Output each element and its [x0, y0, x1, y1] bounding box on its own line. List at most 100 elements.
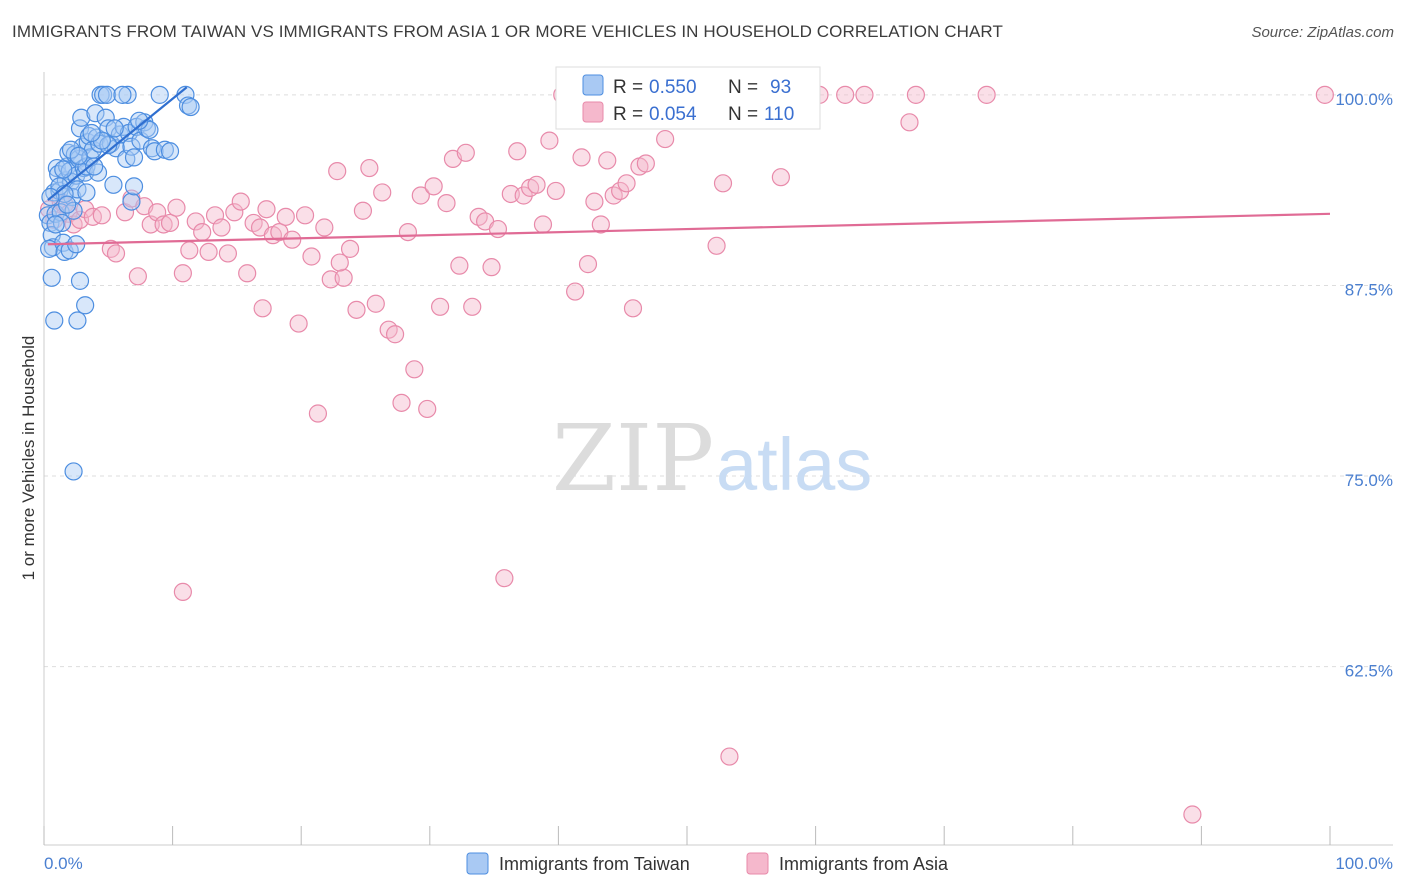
legend-r-label-taiwan: R =	[613, 77, 643, 98]
point-asia	[585, 192, 604, 211]
point-asia	[315, 218, 334, 237]
point-asia	[173, 582, 192, 602]
point-asia	[193, 222, 212, 242]
point-taiwan	[86, 104, 105, 123]
point-asia	[302, 247, 321, 266]
y-axis-label: 1 or more Vehicles in Household	[19, 336, 38, 581]
point-taiwan	[160, 142, 180, 161]
point-asia	[456, 143, 475, 162]
legend-n-label-asia: N =	[728, 104, 758, 125]
point-asia	[392, 393, 411, 412]
point-asia	[623, 299, 643, 318]
point-asia	[330, 253, 349, 272]
point-asia	[334, 268, 353, 287]
point-asia	[713, 174, 733, 193]
point-asia	[617, 174, 636, 193]
point-asia	[173, 264, 192, 283]
legend-n-value-asia: 110	[764, 104, 794, 125]
legend-r-value-taiwan: 0.550	[649, 77, 697, 98]
source-label: Source: ZipAtlas.com	[1251, 24, 1394, 41]
point-asia	[855, 85, 874, 104]
point-asia	[771, 168, 790, 187]
point-asia	[186, 212, 205, 231]
point-asia	[540, 131, 559, 150]
point-asia	[238, 264, 257, 283]
point-asia	[328, 162, 347, 181]
point-asia	[128, 267, 147, 286]
point-asia	[656, 129, 675, 149]
bottom-legend: Immigrants from Taiwan Immigrants from A…	[466, 852, 949, 875]
point-taiwan	[70, 271, 90, 290]
point-asia	[463, 297, 482, 316]
point-asia	[308, 404, 328, 423]
point-asia	[347, 300, 366, 319]
point-asia	[276, 207, 295, 226]
point-asia	[398, 222, 418, 242]
chart-title: IMMIGRANTS FROM TAIWAN VS IMMIGRANTS FRO…	[12, 22, 1003, 41]
bottom-legend-label-taiwan: Immigrants from Taiwan	[499, 854, 690, 874]
point-asia	[566, 282, 585, 301]
point-asia	[514, 186, 533, 205]
point-taiwan	[140, 120, 159, 140]
point-asia	[572, 148, 591, 167]
point-asia	[411, 186, 430, 205]
point-taiwan	[130, 111, 149, 130]
point-taiwan	[72, 108, 91, 127]
point-asia	[289, 314, 308, 333]
y-tick-label: 75.0%	[1345, 471, 1393, 490]
point-taiwan	[85, 157, 104, 176]
stats-legend: R = 0.550 N = 93 R = 0.054 N = 110	[555, 66, 821, 130]
point-taiwan	[181, 97, 200, 117]
point-asia	[836, 85, 855, 104]
point-asia	[533, 215, 553, 234]
point-asia	[59, 204, 78, 223]
point-asia	[83, 207, 102, 226]
point-asia	[167, 198, 186, 217]
point-asia	[353, 201, 373, 220]
point-asia	[591, 215, 610, 234]
point-asia	[180, 241, 199, 260]
y-tick-label: 62.5%	[1345, 662, 1393, 681]
point-taiwan	[122, 137, 141, 156]
x-tick-label-max: 100.0%	[1335, 854, 1393, 873]
point-asia	[450, 256, 469, 275]
point-asia	[160, 213, 180, 233]
legend-swatch-taiwan	[582, 74, 604, 96]
point-taiwan	[42, 268, 61, 287]
point-asia	[231, 192, 250, 211]
bottom-legend-swatch-taiwan	[466, 852, 489, 875]
point-taiwan	[46, 215, 65, 234]
y-tick-labels: 100.0% 87.5% 75.0% 62.5%	[1335, 90, 1393, 681]
legend-r-label-asia: R =	[613, 104, 643, 125]
point-taiwan	[122, 192, 141, 211]
point-asia	[527, 175, 546, 194]
point-asia	[707, 236, 726, 255]
watermark-atlas: atlas	[716, 423, 872, 506]
point-taiwan	[52, 213, 72, 233]
trend-line-asia	[47, 212, 1331, 246]
watermark: ZIP atlas	[552, 405, 872, 512]
point-asia	[430, 297, 450, 316]
point-taiwan	[82, 123, 101, 143]
series-taiwan	[38, 85, 200, 481]
point-taiwan	[45, 311, 64, 330]
point-asia	[385, 325, 405, 344]
point-asia	[106, 244, 126, 263]
point-asia	[257, 200, 276, 219]
legend-r-value-asia: 0.054	[649, 104, 697, 125]
point-asia	[900, 113, 919, 132]
point-asia	[366, 294, 385, 313]
point-asia	[636, 154, 655, 173]
point-asia	[360, 158, 379, 178]
trend-line-taiwan	[47, 86, 188, 201]
point-asia	[482, 258, 501, 277]
point-asia	[154, 215, 173, 234]
point-asia	[598, 151, 617, 170]
point-asia	[546, 181, 565, 201]
x-tick-label-min: 0.0%	[44, 854, 83, 873]
axes	[43, 72, 1393, 846]
point-taiwan	[92, 131, 111, 150]
point-taiwan	[54, 160, 73, 179]
point-taiwan	[94, 85, 113, 104]
point-taiwan	[150, 85, 169, 104]
